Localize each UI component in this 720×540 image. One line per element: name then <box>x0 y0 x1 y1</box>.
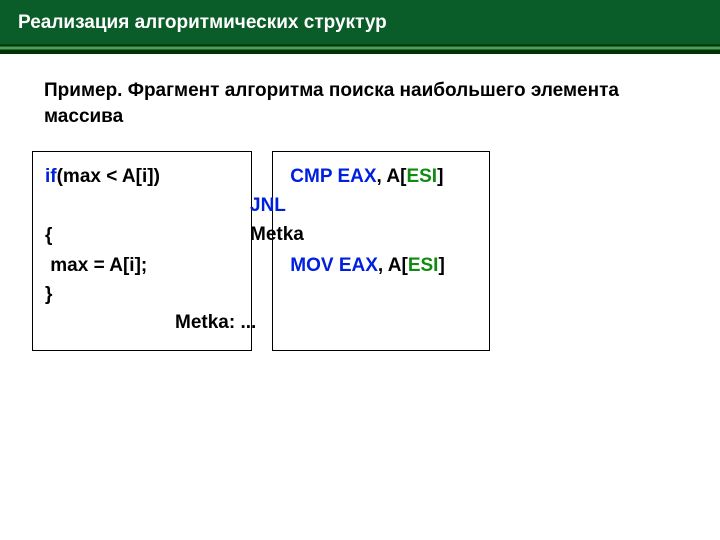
blank-line-1 <box>45 192 239 221</box>
asm-line-mov: MOV EAX, A[ESI] <box>285 251 477 280</box>
code-box-right: CMP EAX, A[ESI] MOV EAX, A[ESI] <box>272 151 490 351</box>
metka-label: Metka: ... <box>175 308 256 337</box>
asm-line-cmp: CMP EAX, A[ESI] <box>285 162 477 191</box>
slide-title: Реализация алгоритмических структур <box>18 12 702 34</box>
subtitle: Пример. Фрагмент алгоритма поиска наибол… <box>44 78 676 129</box>
op-cmp: CMP <box>290 166 332 187</box>
esi-2: ESI <box>408 255 439 276</box>
mid2: , A[ <box>378 255 408 276</box>
keyword-if: if <box>45 166 57 187</box>
slide-header: Реализация алгоритмических структур <box>0 0 720 54</box>
code-row: if(max < A[i]) JNL Metka { max = A[i]; }… <box>32 151 676 351</box>
jnl-rest: Metka <box>250 224 304 245</box>
code-line-close: } <box>45 280 239 309</box>
reg-eax-2: EAX <box>339 255 378 276</box>
op-mov: MOV <box>290 255 333 276</box>
code-line-if: if(max < A[i]) <box>45 162 239 191</box>
mid1: , A[ <box>377 166 407 187</box>
end1: ] <box>437 166 443 187</box>
blank-line-r1 <box>285 192 477 221</box>
esi-1: ESI <box>406 166 437 187</box>
reg-eax-1: EAX <box>337 166 376 187</box>
end2: ] <box>438 255 444 276</box>
if-rest: (max < A[i]) <box>57 166 160 187</box>
code-line-open: { <box>45 221 239 250</box>
code-line-assign: max = A[i]; <box>45 251 239 280</box>
blank-line-r2 <box>285 221 477 250</box>
jnl-line: JNL Metka <box>250 191 304 250</box>
keyword-jnl: JNL <box>250 195 286 216</box>
slide-content: Пример. Фрагмент алгоритма поиска наибол… <box>0 54 720 351</box>
code-box-left: if(max < A[i]) JNL Metka { max = A[i]; }… <box>32 151 252 351</box>
